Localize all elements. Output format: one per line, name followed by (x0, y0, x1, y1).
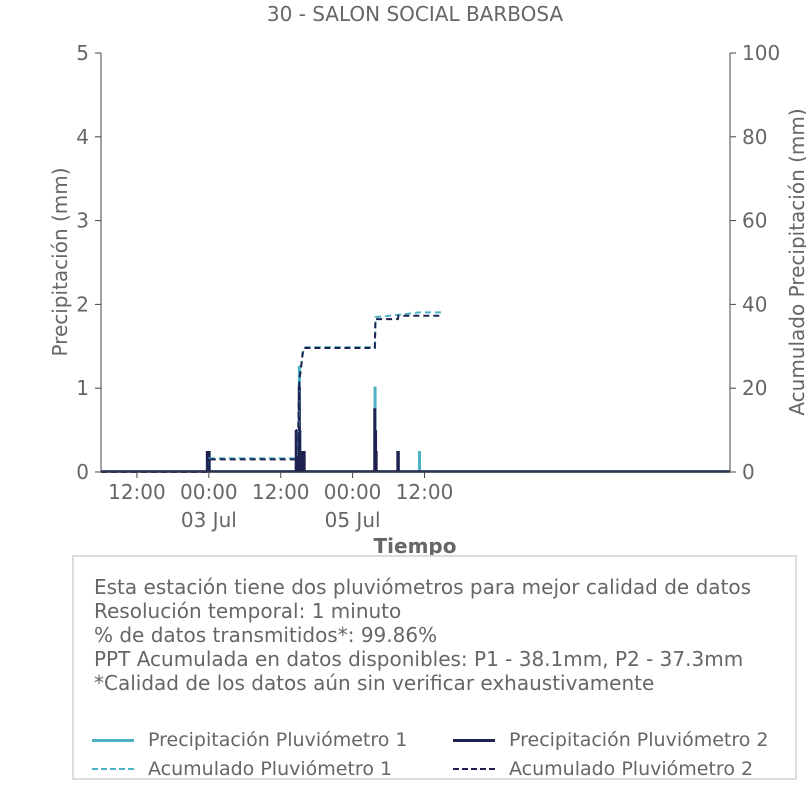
y2-axis-label: Acumulado Precipitación (mm) (785, 108, 806, 415)
info-line-quality-note: *Calidad de los datos aún sin verificar … (94, 671, 655, 695)
right-axis-ticks: 0 20 40 60 80 100 (730, 41, 780, 484)
legend-item-accum-1: Acumulado Pluviómetro 1 (92, 758, 392, 780)
y2-tick-label: 0 (742, 460, 755, 484)
legend-label-precip-2: Precipitación Pluviómetro 2 (509, 729, 769, 751)
x-axis-ticks: 12:00 00:00 03 Jul 12:00 00:00 05 Jul 12:00 (108, 472, 453, 532)
y2-tick-label: 80 (742, 125, 767, 149)
legend-label-accum-1: Acumulado Pluviómetro 1 (148, 758, 393, 780)
legend: Precipitación Pluviómetro 1 Precipitació… (92, 729, 782, 789)
x-tick-label: 12:00 (252, 480, 310, 504)
legend-item-accum-2: Acumulado Pluviómetro 2 (453, 758, 753, 780)
legend-swatch-precip-2 (453, 738, 495, 742)
x-tick-label: 00:00 (180, 480, 238, 504)
legend-swatch-precip-1 (92, 738, 134, 742)
y-tick-label: 2 (76, 292, 89, 316)
y2-tick-label: 40 (742, 292, 767, 316)
bars-layer (101, 365, 730, 473)
x-tick-sublabel: 03 Jul (181, 508, 237, 532)
chart: 30 - SALON SOCIAL BARBOSA 0 1 2 3 4 5 0 20 40 60… (48, 2, 806, 558)
info-box: Esta estación tiene dos pluviómetros par… (72, 555, 797, 780)
y-axis-label: Precipitación (mm) (48, 167, 72, 356)
y-tick-label: 3 (76, 209, 89, 233)
y2-tick-label: 100 (742, 41, 780, 65)
y-tick-label: 5 (76, 41, 89, 65)
info-line-stations: Esta estación tiene dos pluviómetros par… (94, 575, 752, 599)
left-axis-ticks: 0 1 2 3 4 5 (76, 41, 101, 484)
legend-item-precip-1: Precipitación Pluviómetro 1 (92, 729, 408, 751)
y-tick-label: 1 (76, 376, 89, 400)
legend-swatch-accum-1 (92, 768, 134, 770)
info-line-resolution: Resolución temporal: 1 minuto (94, 599, 402, 623)
info-line-accumulated: PPT Acumulada en datos disponibles: P1 -… (94, 647, 744, 671)
accum-line-2 (101, 314, 443, 473)
x-tick-label: 12:00 (108, 480, 166, 504)
y-tick-label: 4 (76, 125, 89, 149)
legend-label-precip-1: Precipitación Pluviómetro 1 (148, 729, 408, 751)
info-lines: Esta estación tiene dos pluviómetros par… (94, 575, 751, 695)
y2-tick-label: 60 (742, 209, 767, 233)
x-tick-label: 00:00 (324, 480, 382, 504)
legend-label-accum-2: Acumulado Pluviómetro 2 (509, 758, 754, 780)
x-axis-label: Tiempo (374, 534, 457, 558)
plot-area (101, 311, 730, 473)
lines-layer (101, 311, 443, 473)
x-tick-sublabel: 05 Jul (325, 508, 381, 532)
accum-line-1 (101, 311, 443, 473)
legend-item-precip-2: Precipitación Pluviómetro 2 (453, 729, 769, 751)
x-tick-label: 12:00 (396, 480, 454, 504)
y-tick-label: 0 (76, 460, 89, 484)
info-line-transmitted: % de datos transmitidos*: 99.86% (94, 623, 438, 647)
chart-title: 30 - SALON SOCIAL BARBOSA (267, 2, 564, 26)
legend-swatch-accum-2 (453, 768, 495, 770)
y2-tick-label: 20 (742, 376, 767, 400)
